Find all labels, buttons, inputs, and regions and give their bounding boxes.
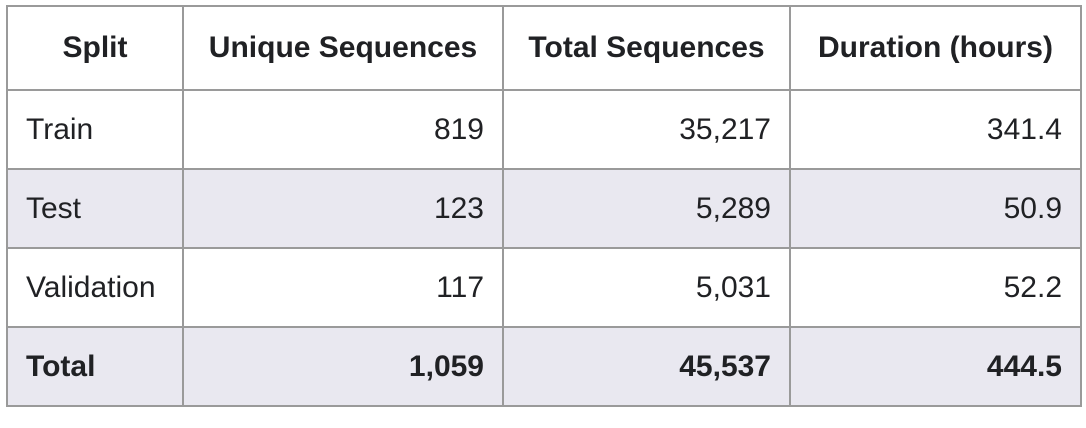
total-row: Total 1,059 45,537 444.5 <box>6 326 1082 407</box>
total-total-sequences: 45,537 <box>502 326 791 407</box>
dataset-splits-table: Split Unique Sequences Total Sequences D… <box>6 5 1082 407</box>
total-sequences-value: 35,217 <box>502 89 791 170</box>
duration-value: 52.2 <box>789 247 1082 328</box>
header-unique-sequences: Unique Sequences <box>182 5 504 91</box>
split-name: Validation <box>6 247 184 328</box>
unique-sequences-value: 819 <box>182 89 504 170</box>
header-total-sequences: Total Sequences <box>502 5 791 91</box>
duration-value: 50.9 <box>789 168 1082 249</box>
table-row: Train 819 35,217 341.4 <box>6 89 1082 170</box>
total-label: Total <box>6 326 184 407</box>
header-row: Split Unique Sequences Total Sequences D… <box>6 5 1082 91</box>
split-name: Train <box>6 89 184 170</box>
total-sequences-value: 5,289 <box>502 168 791 249</box>
total-sequences-value: 5,031 <box>502 247 791 328</box>
total-unique-sequences: 1,059 <box>182 326 504 407</box>
total-duration: 444.5 <box>789 326 1082 407</box>
duration-value: 341.4 <box>789 89 1082 170</box>
split-name: Test <box>6 168 184 249</box>
unique-sequences-value: 117 <box>182 247 504 328</box>
table-row: Validation 117 5,031 52.2 <box>6 247 1082 328</box>
unique-sequences-value: 123 <box>182 168 504 249</box>
table-row: Test 123 5,289 50.9 <box>6 168 1082 249</box>
header-duration-hours: Duration (hours) <box>789 5 1082 91</box>
header-split: Split <box>6 5 184 91</box>
